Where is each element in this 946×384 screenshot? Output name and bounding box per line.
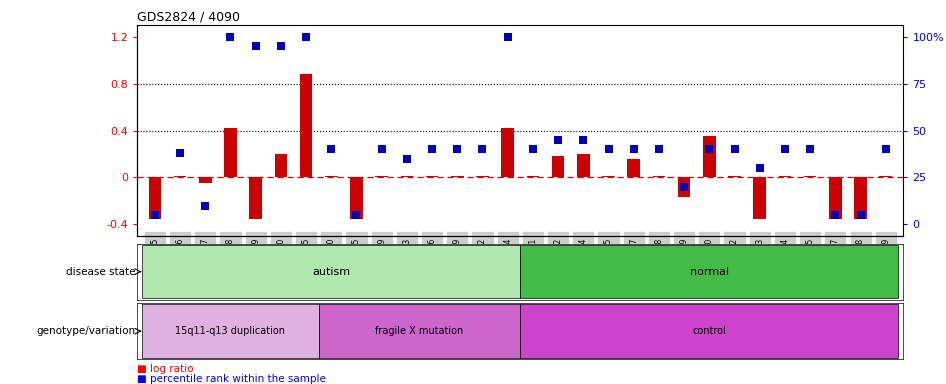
Bar [142, 305, 319, 358]
Bar [653, 176, 665, 177]
Point [652, 146, 667, 152]
Bar [319, 305, 520, 358]
Point [349, 212, 364, 218]
Bar [350, 177, 362, 218]
Point [425, 146, 440, 152]
Bar [250, 177, 262, 218]
Point [702, 146, 717, 152]
Point [853, 212, 868, 218]
Point [148, 212, 163, 218]
Bar [149, 177, 161, 218]
Bar [678, 177, 691, 197]
Text: genotype/variation: genotype/variation [37, 326, 136, 336]
Bar [400, 176, 413, 177]
Bar [224, 128, 236, 177]
Point [601, 146, 616, 152]
Bar [476, 176, 489, 177]
Point [248, 43, 263, 49]
Point [878, 146, 893, 152]
Bar [779, 176, 791, 177]
Point [324, 146, 339, 152]
Bar [426, 176, 438, 177]
Point [576, 137, 591, 143]
Point [676, 184, 692, 190]
Bar [451, 176, 464, 177]
Point [551, 137, 566, 143]
Point [374, 146, 389, 152]
Bar [325, 176, 338, 177]
Text: disease state: disease state [66, 266, 136, 277]
Bar [880, 176, 892, 177]
Point [727, 146, 742, 152]
Point [399, 156, 414, 162]
Bar [552, 156, 565, 177]
Bar [142, 245, 520, 298]
Text: ■ percentile rank within the sample: ■ percentile rank within the sample [137, 374, 326, 384]
Point [299, 34, 314, 40]
Point [525, 146, 540, 152]
Bar [520, 305, 899, 358]
Text: autism: autism [312, 266, 350, 277]
Bar [703, 136, 715, 177]
Bar [501, 128, 514, 177]
Point [273, 43, 289, 49]
Point [626, 146, 641, 152]
Point [198, 203, 213, 209]
Bar [300, 74, 312, 177]
Bar [527, 176, 539, 177]
Text: normal: normal [690, 266, 729, 277]
Text: 15q11-q13 duplication: 15q11-q13 duplication [175, 326, 286, 336]
Point [828, 212, 843, 218]
Text: control: control [692, 326, 727, 336]
Bar [199, 177, 212, 184]
Point [172, 150, 187, 156]
Bar [376, 176, 388, 177]
Point [802, 146, 817, 152]
Text: fragile X mutation: fragile X mutation [376, 326, 464, 336]
Text: GDS2824 / 4090: GDS2824 / 4090 [137, 11, 240, 24]
Point [752, 165, 767, 171]
Point [449, 146, 464, 152]
Point [500, 34, 516, 40]
Bar [854, 177, 867, 218]
Bar [603, 176, 615, 177]
Bar [577, 154, 589, 177]
Text: ■ log ratio: ■ log ratio [137, 364, 194, 374]
Bar [627, 159, 640, 177]
Bar [804, 176, 816, 177]
Bar [829, 177, 842, 218]
Point [223, 34, 238, 40]
Bar [174, 176, 186, 177]
Bar [728, 176, 741, 177]
Bar [753, 177, 766, 218]
Point [475, 146, 490, 152]
Bar [274, 154, 288, 177]
Bar [520, 245, 899, 298]
Point [778, 146, 793, 152]
